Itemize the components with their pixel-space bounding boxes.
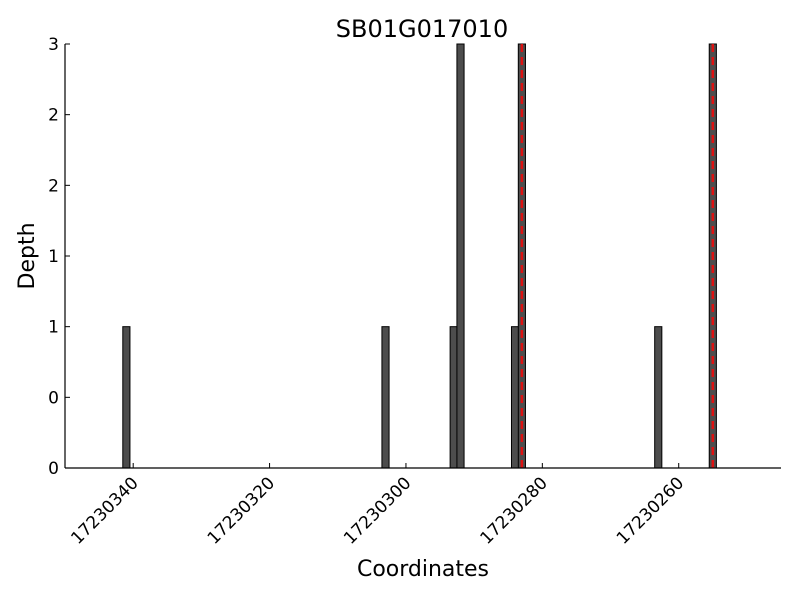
x-tick-label-0: 17230340	[67, 473, 142, 548]
bar-0	[122, 326, 131, 469]
y-tick-label-2: 1	[48, 318, 59, 338]
x-tick-label-3: 17230280	[477, 473, 552, 548]
chart-title: SB01G017010	[336, 15, 508, 43]
y-axis-ticks: 0 0 1 1 2 2 3	[48, 35, 70, 479]
bar-1	[381, 326, 390, 469]
y-axis-label: Depth	[15, 222, 40, 289]
bar-3	[456, 43, 465, 469]
x-axis-label: Coordinates	[357, 557, 489, 582]
y-tick-label-3: 1	[48, 247, 59, 267]
plot-area	[122, 43, 717, 469]
bar-6	[654, 326, 663, 469]
y-tick-label-5: 2	[48, 106, 59, 126]
y-tick-label-1: 0	[48, 388, 59, 408]
x-tick-label-2: 17230300	[340, 473, 415, 548]
y-tick-label-4: 2	[48, 176, 59, 196]
x-tick-label-1: 17230320	[204, 473, 279, 548]
x-tick-label-4: 17230260	[613, 473, 688, 548]
bar-2	[449, 326, 458, 469]
x-axis-ticks: 17230340 17230320 17230300 17230280 17230260	[67, 463, 688, 549]
bar-4	[510, 326, 520, 469]
y-tick-label-6: 3	[48, 35, 59, 55]
y-tick-label-0: 0	[48, 459, 59, 479]
